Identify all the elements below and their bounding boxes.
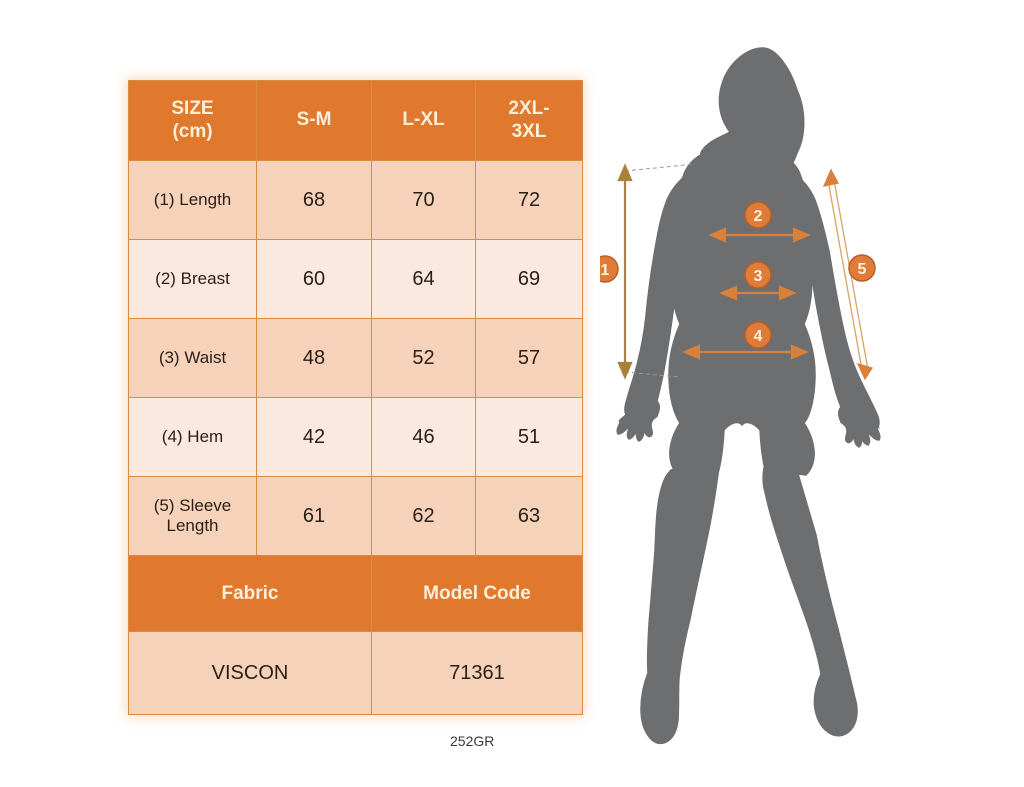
svg-text:4: 4 — [754, 328, 763, 345]
svg-text:3: 3 — [754, 268, 763, 285]
svg-text:5: 5 — [858, 261, 867, 278]
svg-text:2: 2 — [754, 208, 763, 225]
svg-text:1: 1 — [601, 262, 610, 279]
